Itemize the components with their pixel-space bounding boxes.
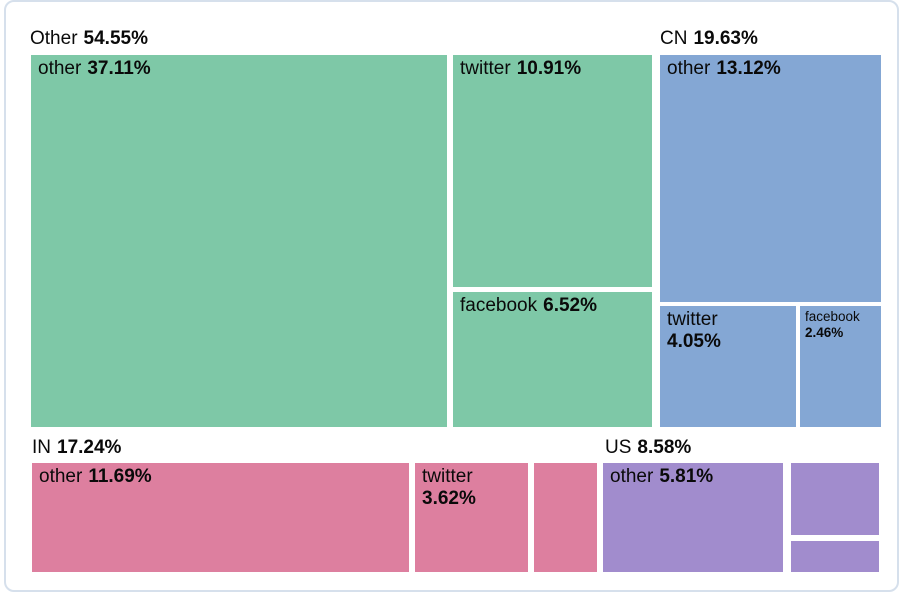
treemap-cell-cn-other[interactable]: other 13.12%	[660, 55, 881, 302]
cell-label: twitter	[422, 466, 473, 487]
cell-value: 5.81%	[659, 466, 714, 487]
treemap-cell-other-twitter[interactable]: twitter 10.91%	[453, 55, 652, 287]
group-value: 17.24%	[57, 437, 122, 458]
cell-label: other	[610, 466, 654, 487]
treemap-cell-other-other[interactable]: other 37.11%	[31, 55, 447, 427]
group-label-in: IN 17.24%	[32, 437, 121, 459]
cell-label: other	[39, 466, 83, 487]
cell-value: 4.05%	[667, 331, 721, 353]
cell-value: 3.62%	[422, 488, 476, 510]
group-label-us: US 8.58%	[605, 437, 691, 459]
cell-value: 11.69%	[88, 466, 152, 487]
cell-value: 6.52%	[543, 295, 597, 316]
treemap-cell-in-twitter[interactable]: twitter 3.62%	[415, 463, 528, 572]
cell-label: facebook	[460, 295, 538, 316]
group-name: CN	[660, 28, 688, 49]
cell-value: 13.12%	[716, 58, 781, 79]
treemap-cell-other-facebook[interactable]: facebook 6.52%	[453, 292, 652, 427]
group-label-cn: CN 19.63%	[660, 28, 758, 50]
treemap-cell-us-unlabeled-2[interactable]	[791, 541, 879, 572]
treemap-cell-in-unlabeled[interactable]	[534, 463, 597, 572]
group-value: 8.58%	[637, 437, 692, 458]
cell-label: other	[667, 58, 711, 79]
cell-value: 37.11%	[87, 58, 151, 79]
treemap-cell-cn-twitter[interactable]: twitter 4.05%	[660, 306, 796, 427]
group-name: US	[605, 437, 632, 458]
group-name: Other	[30, 28, 78, 49]
treemap-cell-us-other[interactable]: other 5.81%	[603, 463, 783, 572]
cell-label: other	[38, 58, 82, 79]
group-label-other: Other 54.55%	[30, 28, 148, 50]
treemap-cell-cn-facebook[interactable]: facebook 2.46%	[800, 306, 881, 427]
cell-label: twitter	[667, 309, 718, 330]
treemap-cell-in-other[interactable]: other 11.69%	[32, 463, 409, 572]
cell-value: 10.91%	[516, 58, 582, 79]
cell-value: 2.46%	[805, 325, 844, 341]
cell-label: twitter	[460, 58, 511, 79]
group-name: IN	[32, 437, 51, 458]
group-value: 19.63%	[693, 28, 758, 49]
treemap-cell-us-unlabeled-1[interactable]	[791, 463, 879, 535]
group-value: 54.55%	[83, 28, 148, 49]
cell-label: facebook	[805, 309, 860, 324]
